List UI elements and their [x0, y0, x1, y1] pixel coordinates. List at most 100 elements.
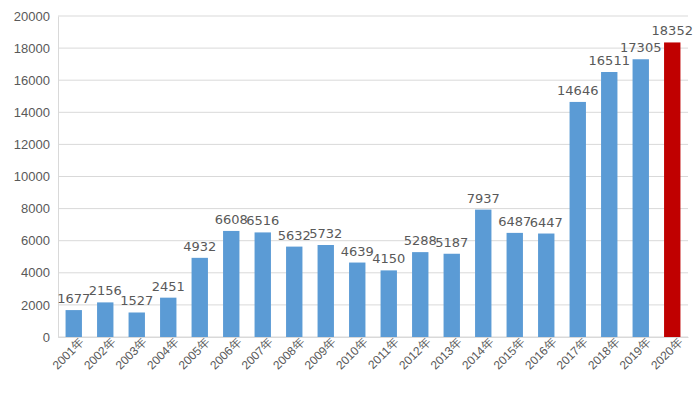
data-label: 17305 — [620, 40, 661, 55]
data-label: 14646 — [557, 83, 598, 98]
y-tick: 16000 — [14, 73, 58, 88]
grid-line — [58, 337, 688, 338]
x-tick: 2006年 — [207, 335, 244, 372]
data-label: 4639 — [341, 244, 374, 259]
x-tick-label: 2007年 — [239, 335, 276, 372]
x-tick: 2015年 — [491, 335, 528, 372]
data-label: 18352 — [652, 23, 693, 38]
data-labels: 1677215615272451493266086516563257324639… — [57, 23, 693, 308]
y-tick: 2000 — [21, 298, 58, 313]
x-tick-label: 2010年 — [333, 335, 370, 372]
x-tick: 2020年 — [648, 335, 685, 372]
y-tick-label: 20000 — [14, 9, 50, 24]
x-tick-label: 2006年 — [207, 335, 244, 372]
bar — [318, 245, 334, 337]
bar — [601, 72, 617, 337]
y-tick: 0 — [43, 330, 58, 345]
bar — [412, 252, 428, 337]
grid-line — [58, 144, 688, 145]
x-tick: 2002年 — [81, 335, 118, 372]
bar — [664, 42, 680, 337]
y-tick-label: 2000 — [21, 298, 50, 313]
x-tick-label: 2008年 — [270, 335, 307, 372]
data-label: 5187 — [435, 235, 468, 250]
y-tick: 10000 — [14, 169, 58, 184]
x-tick: 2011年 — [365, 335, 402, 372]
bar — [129, 312, 145, 337]
x-tick: 2016年 — [522, 335, 559, 372]
data-label: 1677 — [57, 291, 90, 306]
y-tick: 18000 — [14, 41, 58, 56]
x-tick: 2012年 — [396, 335, 433, 372]
x-tick-label: 2003年 — [113, 335, 150, 372]
grid-line — [58, 176, 688, 177]
bars — [66, 42, 681, 337]
x-tick: 2008年 — [270, 335, 307, 372]
x-axis: 2001年2002年2003年2004年2005年2006年2007年2008年… — [50, 335, 689, 372]
x-tick: 2001年 — [50, 335, 87, 372]
data-label: 2451 — [152, 279, 185, 294]
x-tick-label: 2013年 — [428, 335, 465, 372]
x-tick: 2005年 — [176, 335, 213, 372]
y-tick-label: 10000 — [14, 169, 50, 184]
grid-line — [58, 208, 688, 209]
data-label: 6608 — [215, 212, 248, 227]
grid-line — [58, 272, 688, 273]
bar — [97, 302, 113, 337]
bar — [507, 233, 523, 337]
y-tick-label: 4000 — [21, 265, 50, 280]
data-label: 6516 — [246, 213, 279, 228]
bar — [475, 210, 491, 337]
grid-line — [58, 240, 688, 241]
x-tick: 2014年 — [459, 335, 496, 372]
y-tick-label: 14000 — [14, 105, 50, 120]
data-label: 5632 — [278, 228, 311, 243]
x-tick: 2010年 — [333, 335, 370, 372]
bar — [255, 232, 271, 337]
x-tick: 2004年 — [144, 335, 181, 372]
grid — [58, 16, 688, 337]
grid-line — [58, 16, 688, 17]
x-tick-label: 2009年 — [302, 335, 339, 372]
x-tick-label: 2017年 — [554, 335, 591, 372]
bar — [570, 102, 586, 337]
y-tick: 6000 — [21, 233, 58, 248]
bar — [444, 254, 460, 337]
x-tick-label: 2015年 — [491, 335, 528, 372]
y-tick: 4000 — [21, 265, 58, 280]
x-tick-label: 2018年 — [585, 335, 622, 372]
data-label: 5288 — [404, 233, 437, 248]
x-tick-label: 2012年 — [396, 335, 433, 372]
data-label: 4150 — [372, 251, 405, 266]
x-tick: 2003年 — [113, 335, 150, 372]
bar — [349, 263, 365, 337]
y-tick: 14000 — [14, 105, 58, 120]
x-tick-label: 2014年 — [459, 335, 496, 372]
y-axis-line — [58, 17, 59, 338]
bar — [381, 270, 397, 337]
x-tick-label: 2016年 — [522, 335, 559, 372]
y-axis: 0 2000 4000 6000 8000 10000 12000 14000 16000 180… — [14, 9, 59, 345]
x-tick-label: 2001年 — [50, 335, 87, 372]
bar — [160, 298, 176, 337]
y-tick-label: 12000 — [14, 137, 50, 152]
data-label: 1527 — [120, 293, 153, 308]
x-tick-label: 2004年 — [144, 335, 181, 372]
x-axis-line — [59, 337, 689, 338]
x-tick: 2013年 — [428, 335, 465, 372]
grid-line — [58, 80, 688, 81]
x-tick-label: 2020年 — [648, 335, 685, 372]
y-tick-label: 16000 — [14, 73, 50, 88]
y-tick: 8000 — [21, 201, 58, 216]
y-tick: 20000 — [14, 9, 58, 24]
bar — [538, 234, 554, 337]
chart: 0 2000 4000 6000 8000 10000 12000 14000 16000 180… — [0, 0, 700, 400]
x-tick: 2009年 — [302, 335, 339, 372]
plot: 0 2000 4000 6000 8000 10000 12000 14000 16000 180… — [14, 9, 693, 373]
x-tick-label: 2011年 — [365, 335, 402, 372]
x-tick: 2018年 — [585, 335, 622, 372]
grid-line — [58, 112, 688, 113]
x-tick-label: 2002年 — [81, 335, 118, 372]
bar — [223, 231, 239, 337]
y-tick-label: 18000 — [14, 41, 50, 56]
